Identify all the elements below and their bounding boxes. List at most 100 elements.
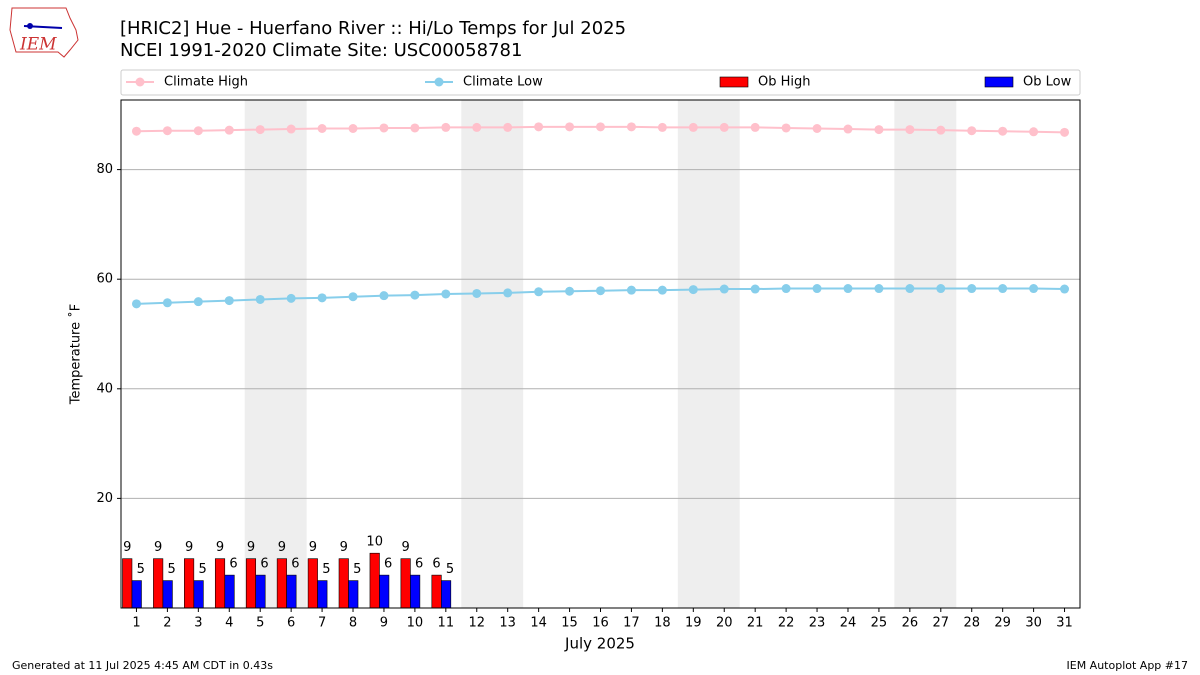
- y-axis-label: Temperature ˚F: [68, 304, 84, 405]
- x-tick-label: 7: [318, 616, 326, 631]
- bar: [400, 558, 411, 609]
- weekend-band: [461, 100, 524, 608]
- bar: [379, 574, 390, 609]
- bar-value-label: 5: [353, 562, 361, 577]
- y-tick-label: 80: [96, 162, 113, 177]
- point: [379, 123, 389, 133]
- x-tick-label: 18: [654, 616, 671, 631]
- point: [1060, 127, 1070, 137]
- bar: [184, 558, 195, 609]
- bar: [338, 558, 349, 609]
- weekend-band: [894, 100, 957, 608]
- point: [317, 123, 327, 133]
- x-tick-label: 2: [163, 616, 171, 631]
- legend-marker: [434, 77, 444, 87]
- bar-value-label: 9: [247, 540, 255, 555]
- x-tick-label: 10: [407, 616, 424, 631]
- point: [565, 286, 575, 296]
- legend-box: [120, 69, 1081, 96]
- point: [905, 125, 915, 135]
- point: [472, 288, 482, 298]
- point: [812, 123, 822, 133]
- x-tick-label: 29: [994, 616, 1011, 631]
- x-tick-label: 28: [963, 616, 980, 631]
- x-tick-label: 26: [902, 616, 919, 631]
- y-tick-label: 60: [96, 272, 113, 287]
- point: [255, 294, 265, 304]
- point: [843, 124, 853, 134]
- legend-label: Ob High: [758, 75, 811, 90]
- legend-label: Ob Low: [1023, 75, 1072, 90]
- point: [967, 126, 977, 136]
- bar: [286, 574, 297, 609]
- footer-right: IEM Autoplot App #17: [1067, 659, 1189, 672]
- x-tick-label: 19: [685, 616, 702, 631]
- x-tick-label: 1: [132, 616, 140, 631]
- bar: [245, 558, 257, 609]
- x-tick-label: 17: [623, 616, 640, 631]
- point: [719, 122, 729, 132]
- bar-value-label: 9: [340, 540, 348, 555]
- bar-value-label: 5: [198, 562, 206, 577]
- bar: [131, 580, 142, 609]
- x-tick-label: 24: [840, 616, 857, 631]
- legend-marker: [135, 77, 145, 87]
- x-tick-label: 15: [561, 616, 578, 631]
- point: [1029, 284, 1039, 294]
- bar: [441, 580, 452, 609]
- x-tick-label: 30: [1025, 616, 1042, 631]
- point: [596, 122, 605, 132]
- bar: [348, 580, 359, 609]
- point: [781, 284, 791, 294]
- x-tick-label: 3: [194, 616, 202, 631]
- bar-value-label: 5: [446, 562, 454, 577]
- bar-value-label: 9: [309, 540, 317, 555]
- point: [503, 122, 513, 132]
- point: [688, 285, 698, 295]
- point: [750, 284, 760, 294]
- legend-label: Climate Low: [463, 75, 543, 90]
- x-axis-label: July 2025: [564, 635, 635, 653]
- x-tick-label: 21: [747, 616, 764, 631]
- bar: [193, 580, 204, 609]
- x-tick-label: 6: [287, 616, 295, 631]
- point: [131, 299, 141, 309]
- point: [657, 122, 667, 132]
- point: [596, 286, 605, 296]
- bar-value-label: 6: [229, 557, 237, 572]
- x-tick-label: 4: [225, 616, 233, 631]
- x-tick-label: 16: [592, 616, 609, 631]
- point: [255, 125, 265, 135]
- point: [348, 123, 358, 133]
- point: [719, 284, 729, 294]
- point: [967, 284, 977, 294]
- bar: [224, 574, 235, 609]
- point: [843, 284, 853, 294]
- bar-value-label: 9: [216, 540, 224, 555]
- point: [750, 122, 760, 132]
- point: [1060, 284, 1070, 294]
- point: [998, 284, 1008, 294]
- bar: [214, 558, 226, 609]
- bar: [122, 558, 133, 609]
- bar-value-label: 9: [185, 540, 193, 555]
- x-tick-label: 9: [380, 616, 388, 631]
- point: [812, 284, 822, 294]
- bar: [255, 574, 266, 609]
- bar: [153, 558, 164, 609]
- bar: [307, 558, 318, 609]
- weekend-band: [244, 100, 307, 608]
- bar-value-label: 5: [168, 562, 176, 577]
- point: [565, 122, 575, 132]
- x-tick-label: 11: [438, 616, 455, 631]
- point: [905, 284, 915, 294]
- bar: [431, 574, 442, 609]
- x-tick-label: 20: [716, 616, 733, 631]
- point: [1029, 127, 1039, 137]
- chart-subtitle: NCEI 1991-2020 Climate Site: USC00058781: [120, 40, 522, 61]
- legend-swatch: [719, 76, 749, 88]
- x-tick-label: 31: [1056, 616, 1073, 631]
- bar: [276, 558, 287, 609]
- bar-value-label: 10: [366, 535, 383, 550]
